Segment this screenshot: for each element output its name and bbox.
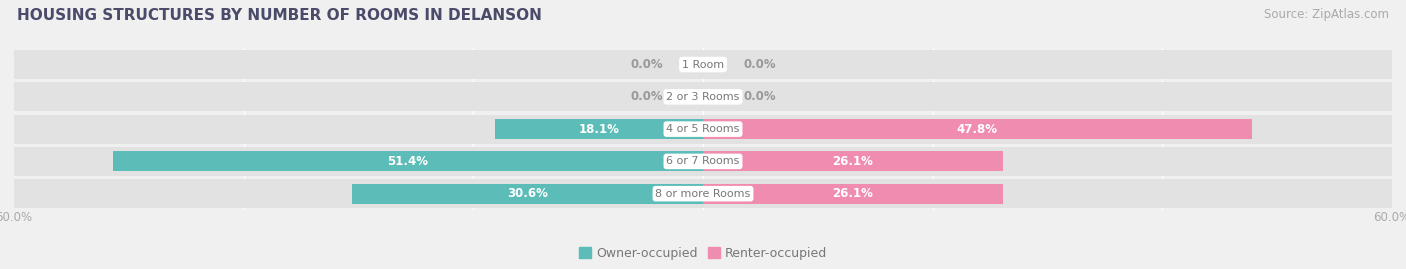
Text: 2 or 3 Rooms: 2 or 3 Rooms — [666, 92, 740, 102]
Bar — [352, 184, 703, 204]
Text: 51.4%: 51.4% — [388, 155, 429, 168]
Bar — [703, 50, 1392, 79]
Bar — [495, 119, 703, 139]
Bar — [112, 151, 703, 171]
Bar — [14, 179, 703, 208]
Text: 30.6%: 30.6% — [508, 187, 548, 200]
Bar — [14, 115, 703, 144]
Text: 0.0%: 0.0% — [630, 90, 662, 103]
Bar — [14, 82, 703, 111]
Bar — [703, 115, 1392, 144]
Text: 4 or 5 Rooms: 4 or 5 Rooms — [666, 124, 740, 134]
Text: 18.1%: 18.1% — [579, 123, 620, 136]
Legend: Owner-occupied, Renter-occupied: Owner-occupied, Renter-occupied — [574, 242, 832, 265]
Text: 60.0%: 60.0% — [1374, 211, 1406, 224]
Text: HOUSING STRUCTURES BY NUMBER OF ROOMS IN DELANSON: HOUSING STRUCTURES BY NUMBER OF ROOMS IN… — [17, 8, 541, 23]
Text: 60.0%: 60.0% — [0, 211, 32, 224]
Text: 0.0%: 0.0% — [744, 90, 776, 103]
Bar — [703, 184, 1002, 204]
Bar — [14, 147, 703, 176]
Text: 1 Room: 1 Room — [682, 59, 724, 70]
Bar — [14, 50, 703, 79]
Text: 8 or more Rooms: 8 or more Rooms — [655, 189, 751, 199]
Bar — [703, 82, 1392, 111]
Bar — [703, 119, 1251, 139]
Bar — [703, 179, 1392, 208]
Text: 0.0%: 0.0% — [630, 58, 662, 71]
Text: 26.1%: 26.1% — [832, 155, 873, 168]
Text: 6 or 7 Rooms: 6 or 7 Rooms — [666, 156, 740, 167]
Bar — [703, 151, 1002, 171]
Text: 26.1%: 26.1% — [832, 187, 873, 200]
Text: Source: ZipAtlas.com: Source: ZipAtlas.com — [1264, 8, 1389, 21]
Text: 47.8%: 47.8% — [957, 123, 998, 136]
Text: 0.0%: 0.0% — [744, 58, 776, 71]
Bar — [703, 147, 1392, 176]
